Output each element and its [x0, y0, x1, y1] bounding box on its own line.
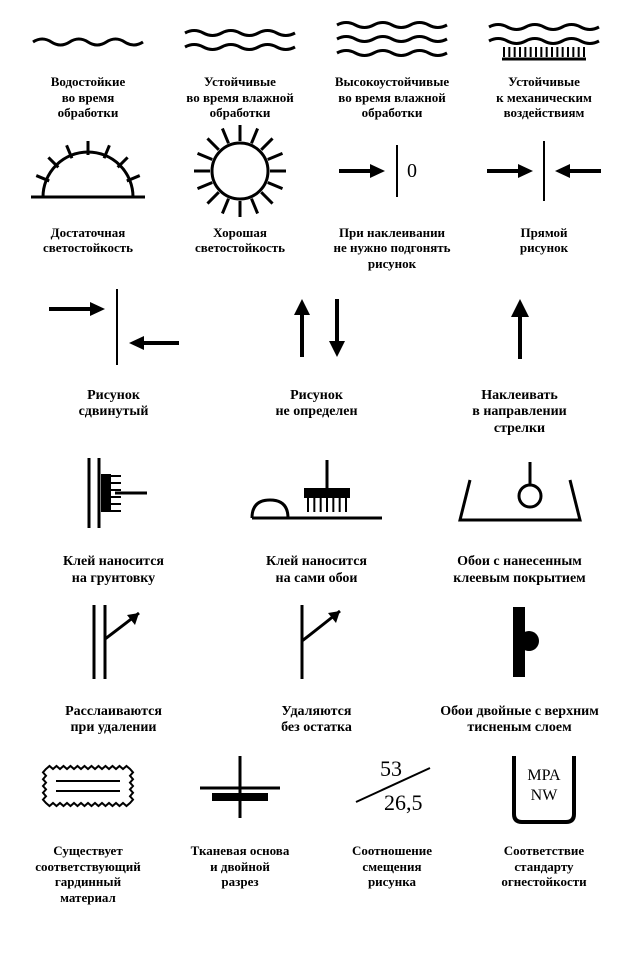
- symbol-label: Высокоустойчивые во время влажной обрабо…: [335, 74, 449, 121]
- symbol-cell: Рисунок сдвинутый: [12, 272, 215, 438]
- fabricbase-icon: [164, 737, 316, 837]
- symbol-cell: Рисунок не определен: [215, 272, 418, 438]
- symbol-label: Наклеивать в направлении стрелки: [472, 388, 566, 438]
- symbol-cell: Наклеивать в направлении стрелки: [418, 272, 621, 438]
- symbol-cell: Достаточная светостойкость: [12, 121, 164, 272]
- fullsun-icon: [164, 121, 316, 221]
- matchstraight-icon: [468, 121, 620, 221]
- symbol-cell: Клей наносится на сами обои: [215, 438, 418, 588]
- symbol-cell: Водостойкие во время обработки: [12, 10, 164, 121]
- wave3-icon: [316, 10, 468, 70]
- symbol-label: Устойчивые к механическим воздействиям: [496, 74, 592, 121]
- svg-text:MPA: MPA: [527, 767, 561, 784]
- symbol-label: Водостойкие во время обработки: [51, 74, 126, 121]
- halfsun-icon: [12, 121, 164, 221]
- symbol-label: Тканевая основа и двойной разрез: [191, 843, 290, 890]
- symbol-cell: Существует соответствующий гардинный мат…: [12, 737, 164, 905]
- symbol-label: Обои с нанесенным клеевым покрытием: [453, 554, 585, 588]
- symbol-cell: Обои с нанесенным клеевым покрытием: [418, 438, 621, 588]
- symbol-label: При наклеивании не нужно подгонять рисун…: [333, 225, 450, 272]
- wave2-icon: [164, 10, 316, 70]
- fabricmatch-icon: [12, 737, 164, 837]
- symbol-cell: Высокоустойчивые во время влажной обрабо…: [316, 10, 468, 121]
- symbol-cell: 53 26,5 Соотношение смещения рисунка: [316, 737, 468, 905]
- symbol-cell: Устойчивые во время влажной обработки: [164, 10, 316, 121]
- gluepaper-icon: [215, 438, 418, 548]
- matchoffset-icon: [12, 272, 215, 382]
- symbol-cell: Обои двойные с верхним тисненым слоем: [418, 588, 621, 738]
- symbol-cell: Тканевая основа и двойной разрез: [164, 737, 316, 905]
- symbol-label: Прямой рисунок: [520, 225, 568, 256]
- svg-text:0: 0: [407, 160, 417, 182]
- strippable-icon: [215, 588, 418, 698]
- symbol-label: Соответствие стандарту огнестойкости: [501, 843, 586, 890]
- symbol-label: Устойчивые во время влажной обработки: [186, 74, 293, 121]
- symbol-label: Обои двойные с верхним тисненым слоем: [440, 704, 599, 738]
- wavebrush-icon: [468, 10, 620, 70]
- matchzero-icon: 0: [316, 121, 468, 221]
- symbol-label: Удаляются без остатка: [281, 704, 352, 738]
- uparrow-icon: [418, 272, 621, 382]
- symbol-label: Достаточная светостойкость: [43, 225, 133, 256]
- prepasted-icon: [418, 438, 621, 548]
- symbol-cell: Клей наносится на грунтовку: [12, 438, 215, 588]
- symbol-label: Клей наносится на сами обои: [266, 554, 367, 588]
- ratio-icon: 53 26,5: [316, 737, 468, 837]
- symbol-label: Рисунок сдвинутый: [79, 388, 149, 422]
- symbol-label: Клей наносится на грунтовку: [63, 554, 164, 588]
- symbol-cell: MPA NW Соответствие стандарту огнестойкост…: [468, 737, 620, 905]
- symbol-cell: Хорошая светостойкость: [164, 121, 316, 272]
- svg-text:NW: NW: [531, 787, 559, 804]
- symbol-label: Хорошая светостойкость: [195, 225, 285, 256]
- svg-text:26,5: 26,5: [384, 790, 423, 815]
- gluewall-icon: [12, 438, 215, 548]
- peelable-icon: [12, 588, 215, 698]
- svg-text:53: 53: [380, 756, 402, 781]
- updown-icon: [215, 272, 418, 382]
- symbol-cell: Удаляются без остатка: [215, 588, 418, 738]
- symbol-label: Расслаиваются при удалении: [65, 704, 162, 738]
- symbol-cell: Прямой рисунок: [468, 121, 620, 272]
- symbol-grid: Водостойкие во время обработки Устойчивые…: [0, 0, 633, 916]
- wave1-icon: [12, 10, 164, 70]
- duplex-icon: [418, 588, 621, 698]
- symbol-label: Рисунок не определен: [275, 388, 357, 422]
- fireproof-icon: MPA NW: [468, 737, 620, 837]
- symbol-cell: 0 При наклеивании не нужно подгонять рису…: [316, 121, 468, 272]
- symbol-cell: Расслаиваются при удалении: [12, 588, 215, 738]
- symbol-label: Соотношение смещения рисунка: [352, 843, 432, 890]
- symbol-label: Существует соответствующий гардинный мат…: [35, 843, 140, 905]
- symbol-cell: Устойчивые к механическим воздействиям: [468, 10, 620, 121]
